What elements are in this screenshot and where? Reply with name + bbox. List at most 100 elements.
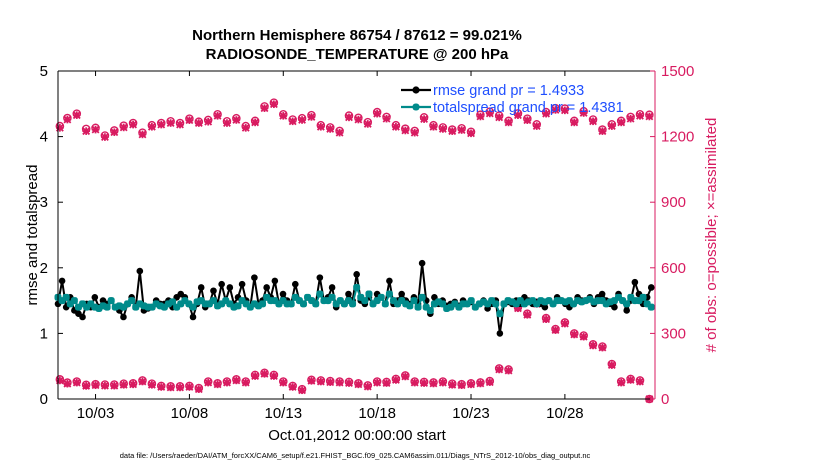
obs-low-assimilated-marker <box>523 310 532 319</box>
chart-title-line2: RADIOSONDE_TEMPERATURE @ 200 hPa <box>206 46 509 63</box>
y-left-tick-label: 4 <box>40 129 48 146</box>
obs-low-assimilated-marker <box>72 378 81 387</box>
rmse-data-point <box>418 259 426 267</box>
obs-low-assimilated-marker <box>129 380 138 389</box>
rmse-data-point <box>386 277 393 285</box>
obs-low-assimilated-marker <box>626 376 635 384</box>
obs-low-assimilated-marker <box>157 383 166 391</box>
x-tick-label: 10/13 <box>265 405 303 422</box>
obs-assimilated-marker <box>129 120 138 129</box>
obs-assimilated-marker <box>260 104 269 113</box>
obs-low-assimilated-marker <box>438 378 447 387</box>
totalspread-data-point <box>169 298 177 306</box>
rmse-data-point <box>398 290 405 298</box>
y-right-tick-label: 600 <box>661 260 686 277</box>
obs-assimilated-marker <box>63 115 72 124</box>
obs-assimilated-marker <box>504 118 513 127</box>
obs-low-assimilated-marker <box>467 380 475 389</box>
obs-assimilated-marker <box>110 128 119 137</box>
obs-low-assimilated-marker <box>410 378 419 387</box>
rmse-data-point <box>623 307 630 314</box>
rmse-data-point <box>251 274 258 281</box>
obs-assimilated-marker <box>495 113 504 122</box>
obs-low-assimilated-marker <box>457 381 466 390</box>
obs-low-assimilated-marker <box>241 378 250 387</box>
y-right-tick-label: 0 <box>661 391 669 408</box>
axes-layer <box>57 70 656 400</box>
rmse-data-point <box>496 330 504 337</box>
obs-assimilated-marker <box>176 120 184 129</box>
obs-low-assimilated-marker <box>420 379 429 387</box>
totalspread-data-point <box>62 293 70 301</box>
obs-assimilated-marker <box>298 116 306 124</box>
totalspread-data-point <box>496 310 504 318</box>
obs-assimilated-marker <box>316 122 325 131</box>
obs-low-assimilated-marker <box>636 377 644 386</box>
obs-assimilated-marker <box>607 122 616 131</box>
obs-low-assimilated-marker <box>166 383 175 392</box>
totalspread-data-point <box>377 293 385 301</box>
obs-assimilated-marker <box>429 122 438 131</box>
obs-assimilated-marker <box>391 122 400 131</box>
obs-assimilated-marker <box>589 117 597 126</box>
obs-low-assimilated-marker <box>551 326 560 335</box>
obs-assimilated-marker <box>532 122 541 131</box>
obs-assimilated-marker <box>91 125 100 134</box>
series-layer <box>54 259 655 337</box>
totalspread-data-point <box>259 300 267 308</box>
obs-assimilated-marker <box>401 126 410 135</box>
rmse-data-point <box>79 313 86 321</box>
obs-low-assimilated-marker <box>589 341 597 350</box>
rmse-data-point <box>136 267 144 275</box>
obs-assimilated-marker <box>617 118 626 127</box>
obs-assimilated-marker <box>410 128 419 137</box>
rmse-data-point <box>91 294 99 301</box>
x-tick-label: 10/18 <box>358 405 396 422</box>
totalspread-data-point <box>353 283 361 291</box>
obs-assimilated-marker <box>626 114 635 123</box>
obs-low-assimilated-marker <box>307 376 316 385</box>
obs-layer <box>55 98 654 404</box>
totalspread-data-point <box>312 300 320 308</box>
totalspread-data-point <box>316 290 324 298</box>
obs-assimilated-marker <box>476 112 485 121</box>
obs-low-assimilated-marker <box>382 379 391 387</box>
obs-low-assimilated-marker <box>504 366 513 375</box>
obs-low-assimilated-marker <box>298 386 306 395</box>
obs-low-assimilated-marker <box>194 385 203 394</box>
x-axis-label: Oct.01,2012 00:00:00 start <box>268 427 446 444</box>
rmse-data-point <box>271 277 279 285</box>
obs-low-assimilated-marker <box>448 380 457 389</box>
obs-assimilated-marker <box>213 111 222 120</box>
obs-assimilated-marker <box>232 116 241 124</box>
obs-assimilated-marker <box>345 113 353 122</box>
totalspread-data-point <box>418 293 426 301</box>
obs-low-assimilated-marker <box>391 376 400 384</box>
obs-low-assimilated-marker <box>138 377 147 386</box>
obs-assimilated-marker <box>119 123 128 132</box>
totalspread-data-point <box>234 302 242 310</box>
rmse-data-point <box>316 274 324 281</box>
legend-rmse-marker <box>412 86 420 94</box>
obs-assimilated-marker <box>82 127 91 136</box>
y-right-tick-label: 1500 <box>661 63 694 80</box>
obs-assimilated-marker <box>269 100 278 109</box>
obs-low-assimilated-marker <box>354 380 363 389</box>
ticks-layer: 10/03 10/08 10/13 10/18 10/23 10/28 0 1 2 3 4 5 0 300… <box>40 63 695 422</box>
obs-assimilated-marker <box>420 115 429 124</box>
rmse-data-point <box>279 290 287 298</box>
rmse-data-point <box>541 303 549 311</box>
rmse-data-point <box>353 271 360 278</box>
obs-assimilated-marker <box>157 120 166 129</box>
totalspread-data-point <box>406 302 414 310</box>
totalspread-data-point <box>209 297 217 305</box>
obs-assimilated-marker <box>166 119 175 127</box>
obs-low-assimilated-marker <box>119 380 128 389</box>
obs-low-assimilated-marker <box>495 365 504 374</box>
rmse-data-point <box>189 313 197 321</box>
rmse-data-point <box>238 280 246 288</box>
obs-low-assimilated-marker <box>91 381 100 390</box>
obs-low-assimilated-marker <box>260 369 269 378</box>
obs-assimilated-marker <box>185 116 194 125</box>
